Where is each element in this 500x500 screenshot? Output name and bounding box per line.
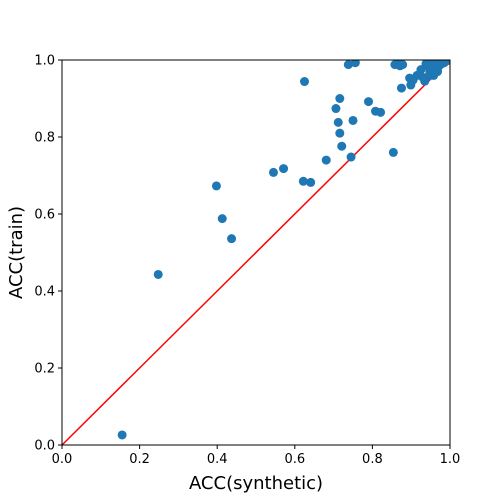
reference-line xyxy=(62,60,450,445)
data-point xyxy=(350,60,360,68)
data-point xyxy=(117,430,127,440)
data-point xyxy=(364,97,374,107)
x-tick-label: 0.0 xyxy=(52,452,73,467)
data-point xyxy=(429,68,439,78)
data-point xyxy=(300,77,309,87)
data-point xyxy=(376,107,386,117)
plot-frame xyxy=(61,59,451,446)
data-point xyxy=(335,94,345,103)
x-axis-label: ACC(synthetic) xyxy=(189,473,323,494)
data-point xyxy=(346,152,356,162)
y-tick-label: 1.0 xyxy=(34,54,55,69)
y-tick-label: 0.4 xyxy=(34,285,55,300)
x-tick-label: 0.2 xyxy=(129,452,150,467)
data-point xyxy=(337,141,347,151)
data-point xyxy=(335,128,345,138)
data-point xyxy=(348,115,358,125)
data-point xyxy=(397,83,406,93)
data-point xyxy=(331,104,341,114)
data-point xyxy=(343,60,353,70)
data-point xyxy=(333,117,343,127)
y-tick-label: 0.8 xyxy=(34,131,55,146)
data-point xyxy=(398,60,408,70)
data-point xyxy=(298,176,308,186)
data-point xyxy=(388,147,398,157)
x-tick-label: 0.4 xyxy=(207,452,228,467)
data-point xyxy=(227,234,237,244)
data-point xyxy=(153,269,163,279)
data-point xyxy=(279,164,289,174)
data-point xyxy=(211,181,221,191)
y-tick-label: 0.2 xyxy=(34,362,55,377)
data-point xyxy=(321,155,331,165)
y-tick-label: 0.6 xyxy=(34,208,55,223)
y-tick-label: 0.0 xyxy=(34,439,55,454)
data-point xyxy=(217,214,227,224)
data-point xyxy=(268,167,278,177)
data-point xyxy=(444,60,450,65)
x-tick-label: 0.6 xyxy=(284,452,305,467)
x-tick-label: 0.8 xyxy=(362,452,383,467)
data-point xyxy=(433,60,443,70)
y-axis-label: ACC(train) xyxy=(6,206,27,299)
data-point xyxy=(306,177,316,187)
x-tick-label: 1.0 xyxy=(440,452,461,467)
